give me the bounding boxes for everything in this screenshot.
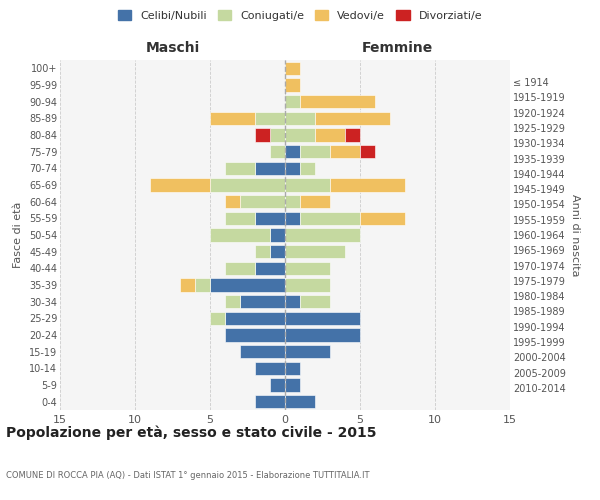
Bar bbox=[150, 178, 210, 192]
Bar bbox=[285, 62, 300, 75]
Bar bbox=[210, 178, 285, 192]
Bar bbox=[225, 195, 240, 208]
Bar bbox=[285, 95, 300, 108]
Bar bbox=[345, 128, 360, 141]
Bar bbox=[255, 245, 270, 258]
Bar bbox=[210, 312, 225, 325]
Bar bbox=[255, 395, 285, 408]
Text: Maschi: Maschi bbox=[145, 41, 200, 55]
Bar bbox=[285, 312, 360, 325]
Bar bbox=[180, 278, 195, 291]
Bar bbox=[285, 128, 315, 141]
Bar bbox=[270, 245, 285, 258]
Bar bbox=[225, 212, 255, 225]
Bar bbox=[240, 295, 285, 308]
Bar bbox=[285, 178, 330, 192]
Bar bbox=[285, 195, 300, 208]
Bar bbox=[240, 345, 285, 358]
Bar bbox=[360, 212, 405, 225]
Bar bbox=[225, 312, 285, 325]
Bar bbox=[300, 162, 315, 175]
Bar bbox=[300, 212, 360, 225]
Bar bbox=[285, 378, 300, 392]
Bar bbox=[255, 128, 270, 141]
Bar bbox=[225, 295, 240, 308]
Bar bbox=[210, 278, 285, 291]
Y-axis label: Fasce di età: Fasce di età bbox=[13, 202, 23, 268]
Bar bbox=[270, 228, 285, 241]
Bar bbox=[285, 362, 300, 375]
Bar bbox=[285, 328, 360, 342]
Text: COMUNE DI ROCCA PIA (AQ) - Dati ISTAT 1° gennaio 2015 - Elaborazione TUTTITALIA.: COMUNE DI ROCCA PIA (AQ) - Dati ISTAT 1°… bbox=[6, 471, 370, 480]
Bar bbox=[270, 128, 285, 141]
Bar bbox=[270, 145, 285, 158]
Bar bbox=[285, 112, 315, 125]
Bar bbox=[285, 228, 360, 241]
Bar bbox=[195, 278, 210, 291]
Bar bbox=[270, 378, 285, 392]
Bar bbox=[255, 362, 285, 375]
Text: Popolazione per età, sesso e stato civile - 2015: Popolazione per età, sesso e stato civil… bbox=[6, 426, 377, 440]
Text: Femmine: Femmine bbox=[362, 41, 433, 55]
Bar bbox=[285, 212, 300, 225]
Bar bbox=[285, 295, 300, 308]
Bar bbox=[285, 245, 345, 258]
Bar bbox=[300, 145, 330, 158]
Bar bbox=[285, 395, 315, 408]
Bar bbox=[300, 95, 375, 108]
Bar bbox=[255, 212, 285, 225]
Bar bbox=[360, 145, 375, 158]
Bar bbox=[285, 345, 330, 358]
Y-axis label: Anni di nascita: Anni di nascita bbox=[569, 194, 580, 276]
Bar bbox=[225, 162, 255, 175]
Bar bbox=[285, 278, 330, 291]
Bar bbox=[225, 262, 255, 275]
Bar bbox=[330, 145, 360, 158]
Bar bbox=[240, 195, 285, 208]
Bar bbox=[285, 262, 330, 275]
Legend: Celibi/Nubili, Coniugati/e, Vedovi/e, Divorziati/e: Celibi/Nubili, Coniugati/e, Vedovi/e, Di… bbox=[113, 6, 487, 25]
Bar bbox=[330, 178, 405, 192]
Bar bbox=[225, 328, 285, 342]
Bar bbox=[300, 195, 330, 208]
Bar bbox=[210, 112, 255, 125]
Bar bbox=[285, 78, 300, 92]
Bar bbox=[255, 112, 285, 125]
Bar bbox=[210, 228, 270, 241]
Bar bbox=[285, 145, 300, 158]
Bar bbox=[255, 262, 285, 275]
Bar bbox=[315, 112, 390, 125]
Bar bbox=[300, 295, 330, 308]
Bar bbox=[315, 128, 345, 141]
Bar bbox=[285, 162, 300, 175]
Bar bbox=[255, 162, 285, 175]
